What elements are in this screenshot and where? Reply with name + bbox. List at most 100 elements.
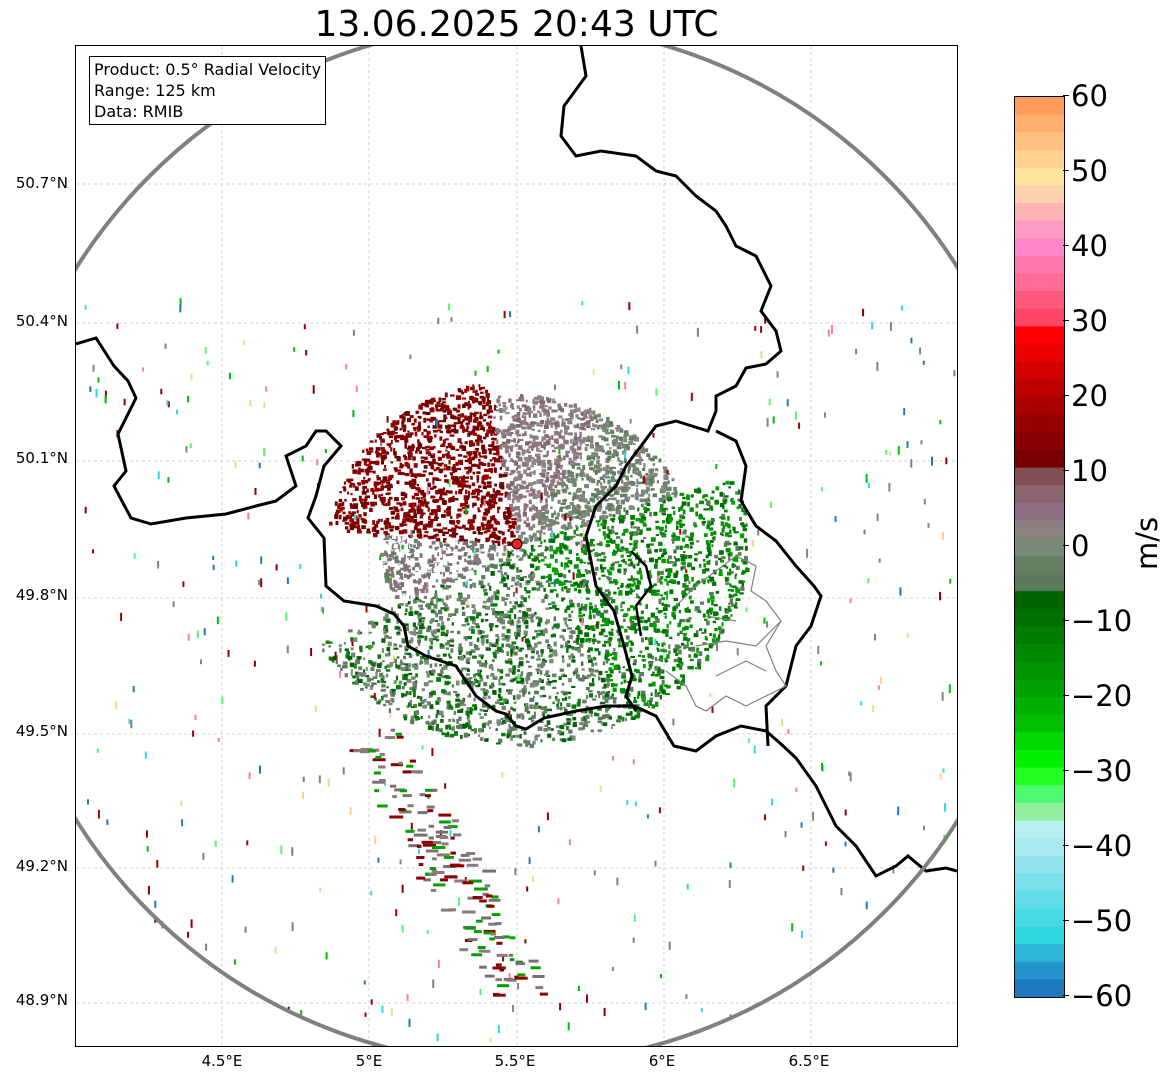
velocity-echo [460, 735, 463, 739]
velocity-echo [526, 580, 531, 583]
velocity-echo [604, 670, 609, 673]
velocity-echo [461, 546, 466, 551]
velocity-echo [495, 493, 501, 496]
velocity-echo [538, 678, 542, 683]
velocity-echo [503, 561, 508, 564]
velocity-echo [578, 436, 582, 439]
velocity-echo [442, 487, 445, 491]
velocity-echo [555, 521, 560, 525]
velocity-echo [728, 602, 731, 605]
velocity-echo [397, 577, 402, 580]
velocity-echo [545, 670, 550, 673]
velocity-echo [500, 619, 506, 625]
velocity-echo [653, 511, 658, 516]
velocity-echo [605, 464, 610, 468]
velocity-echo [706, 654, 710, 657]
velocity-echo [561, 673, 565, 677]
velocity-echo [568, 413, 572, 417]
velocity-echo [665, 518, 669, 523]
velocity-echo [554, 510, 556, 516]
velocity-echo [607, 505, 611, 510]
velocity-echo [434, 516, 439, 519]
velocity-echo [498, 618, 503, 623]
velocity-echo [471, 629, 475, 634]
velocity-echo [401, 541, 405, 547]
velocity-echo [359, 461, 362, 464]
velocity-echo [555, 698, 561, 702]
velocity-echo [438, 523, 442, 527]
velocity-echo [567, 425, 570, 430]
velocity-echo [407, 417, 411, 423]
velocity-echo [447, 451, 450, 456]
velocity-echo [501, 638, 507, 641]
velocity-echo [597, 613, 601, 617]
velocity-echo [453, 578, 458, 581]
velocity-echo [524, 415, 527, 420]
velocity-echo [427, 535, 431, 540]
velocity-echo [438, 710, 444, 716]
velocity-echo [591, 662, 595, 667]
velocity-echo [538, 537, 542, 541]
velocity-echo [498, 473, 502, 478]
velocity-echo [468, 549, 474, 554]
velocity-echo [615, 509, 619, 515]
velocity-echo [546, 517, 550, 522]
velocity-echo [469, 677, 473, 680]
velocity-echo [430, 495, 435, 499]
velocity-echo [600, 628, 606, 633]
radar-map[interactable] [75, 45, 958, 1047]
velocity-echo [495, 644, 499, 647]
velocity-echo [357, 525, 361, 531]
velocity-echo [382, 449, 387, 455]
velocity-echo [742, 561, 748, 565]
velocity-echo [435, 462, 438, 465]
velocity-echo [669, 580, 673, 583]
velocity-echo [530, 487, 533, 492]
velocity-echo [661, 485, 666, 488]
velocity-echo [555, 470, 561, 474]
velocity-echo [499, 702, 504, 705]
velocity-echo [654, 549, 659, 553]
velocity-echo [432, 429, 436, 433]
velocity-echo [544, 509, 550, 515]
velocity-echo [404, 411, 410, 416]
velocity-echo [563, 498, 567, 502]
velocity-echo [469, 616, 475, 621]
velocity-echo [739, 592, 744, 595]
velocity-echo [588, 690, 593, 693]
velocity-echo [580, 510, 585, 513]
velocity-echo [576, 642, 579, 645]
velocity-echo [711, 544, 714, 548]
velocity-echo [551, 493, 556, 498]
velocity-echo [373, 481, 378, 487]
velocity-echo [492, 690, 497, 695]
velocity-echo [608, 642, 612, 647]
velocity-echo [469, 443, 473, 447]
velocity-echo [444, 392, 448, 398]
velocity-echo [727, 571, 732, 576]
velocity-echo [502, 625, 506, 630]
velocity-echo [335, 660, 338, 665]
velocity-echo [349, 519, 355, 523]
velocity-echo [410, 542, 413, 545]
velocity-echo [441, 598, 444, 603]
velocity-echo [513, 489, 518, 495]
velocity-echo [553, 589, 557, 592]
velocity-echo [435, 467, 440, 471]
velocity-echo [536, 583, 540, 586]
velocity-echo [567, 472, 572, 478]
velocity-echo [532, 506, 537, 510]
velocity-echo [461, 397, 466, 400]
velocity-echo [594, 552, 599, 557]
velocity-echo [512, 521, 517, 525]
velocity-echo [501, 643, 504, 648]
velocity-echo [745, 523, 748, 527]
velocity-echo [463, 539, 468, 543]
velocity-echo [730, 588, 734, 592]
velocity-echo [609, 447, 612, 450]
velocity-echo [383, 703, 387, 707]
velocity-echo [410, 575, 414, 578]
velocity-echo [417, 416, 421, 418]
velocity-echo [636, 459, 641, 464]
velocity-echo [538, 617, 543, 623]
